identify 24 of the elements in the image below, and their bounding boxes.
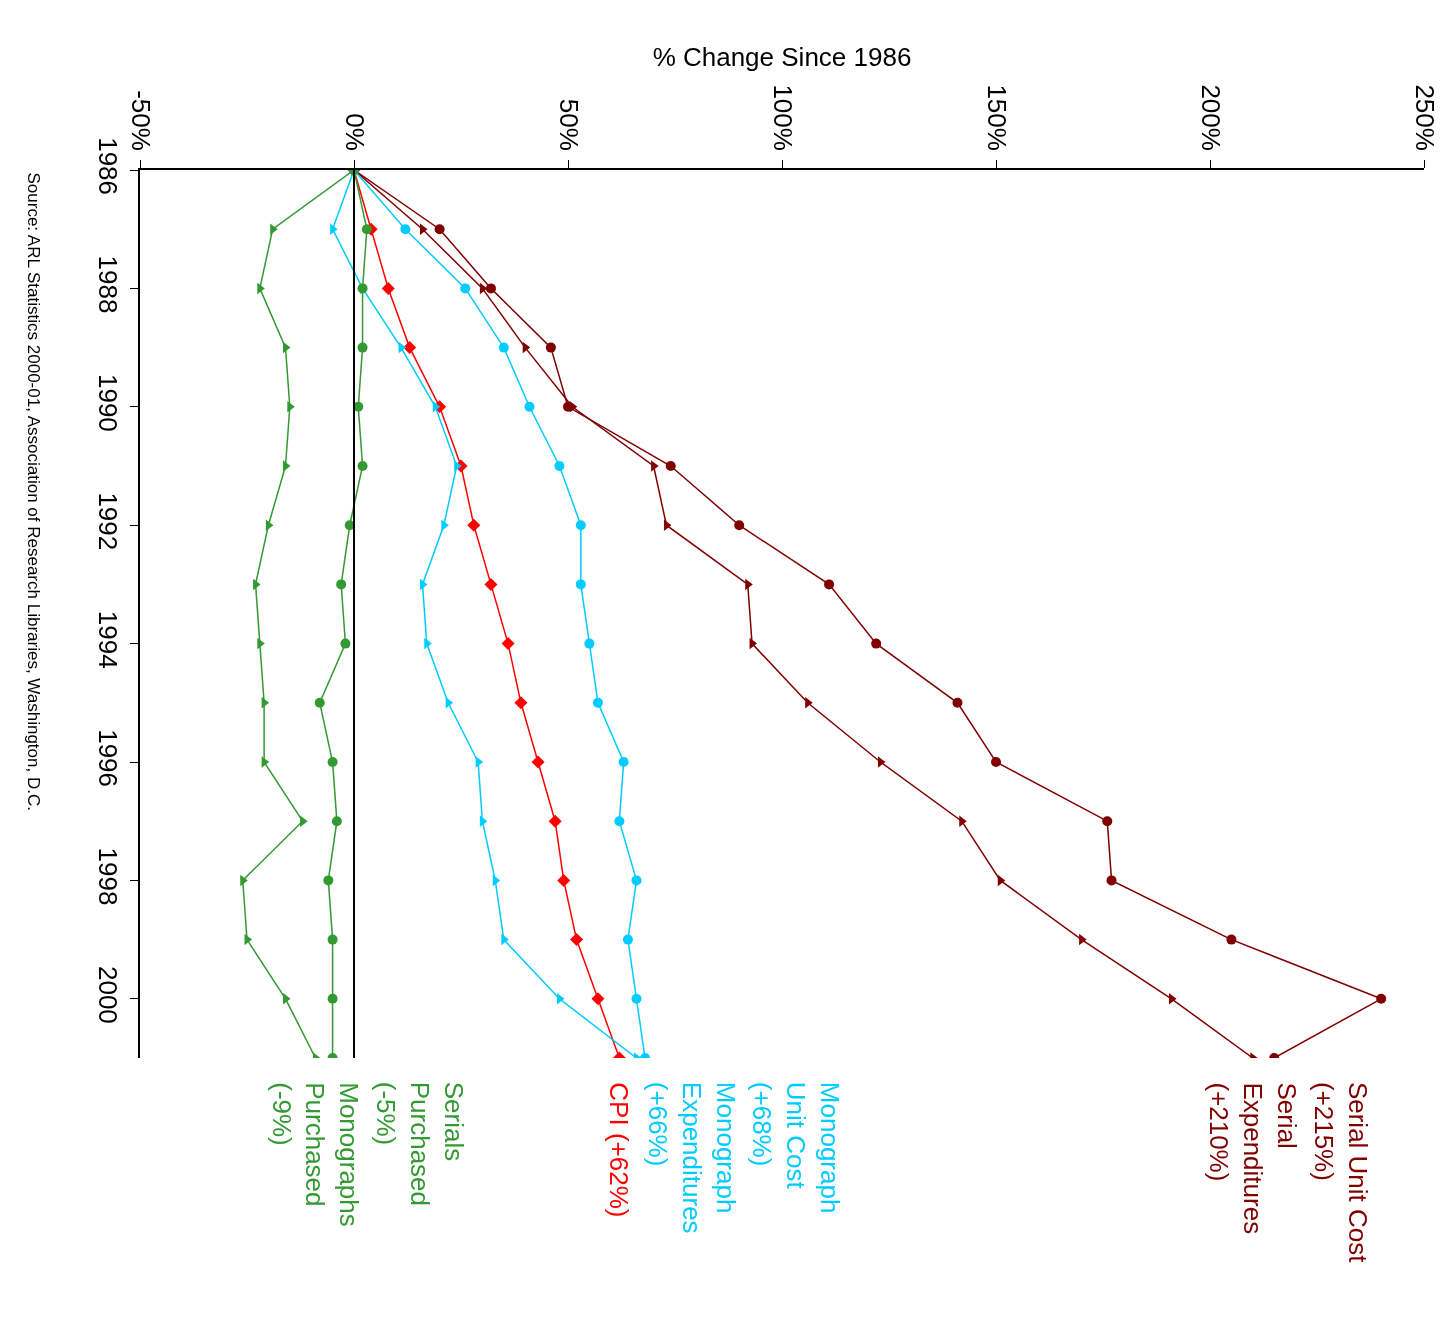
x-tick-label: 200% [1195,84,1226,151]
y-tick-label: 1990 [92,373,123,432]
text: Serial Expenditures (+210%) [1204,1082,1302,1235]
source-note: Source: ARL Statistics 2000-01, Association of Research Libraries, Washington, D.C. [23,172,43,811]
text: Serial Unit Cost (+215%) [1308,1081,1373,1264]
y-tick-label: 1988 [92,255,123,314]
y-tick-label: 1992 [92,492,123,551]
y-tick-label: 1986 [92,137,123,196]
y-tick-label: 2000 [92,965,123,1024]
x-tick-label: 100% [767,84,798,151]
y-tick-label: 1998 [92,847,123,906]
text: Monograph Unit Cost (+68%) [746,1081,845,1214]
x-tick-label: 0% [339,113,370,151]
x-tick-label: 150% [981,84,1012,151]
x-axis-title: % Change Since 1986 [652,42,912,73]
x-tick-label: -50% [125,90,156,151]
x-tick-label: 50% [553,98,584,151]
y-tick-label: 1994 [92,610,123,669]
x-tick-label: 250% [1409,84,1440,151]
text: Monograph Expenditures (+66%) [642,1081,741,1234]
y-tick-label: 1996 [92,729,123,788]
text: Monographs Purchased (-9%) [266,1082,365,1227]
text: CPI (+62%) [604,1082,635,1218]
text: Serials Purchased (-5%) [371,1081,469,1207]
